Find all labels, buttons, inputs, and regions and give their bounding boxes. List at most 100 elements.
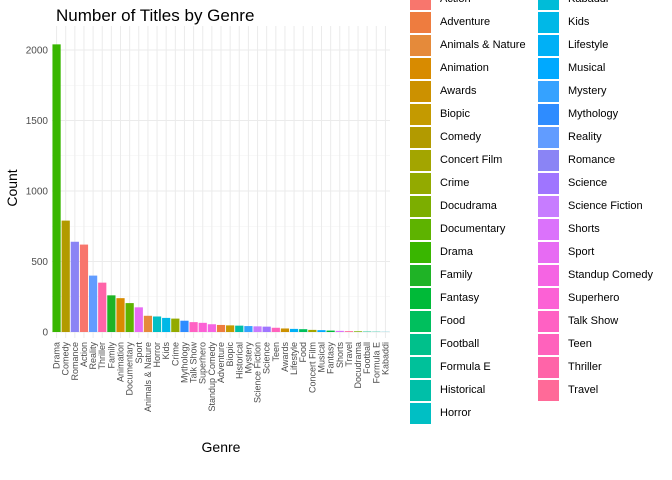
x-tick-label: Biopic bbox=[225, 342, 235, 367]
legend-item: Mystery bbox=[538, 80, 607, 102]
bar bbox=[171, 318, 180, 332]
legend-swatch bbox=[538, 287, 559, 309]
legend-item: Fantasy bbox=[410, 287, 480, 309]
legend-item: Biopic bbox=[410, 103, 470, 125]
bar bbox=[189, 322, 198, 332]
chart-title: Number of Titles by Genre bbox=[56, 6, 254, 25]
x-tick-label: Action bbox=[79, 342, 89, 367]
legend-label: Family bbox=[440, 269, 473, 281]
legend-swatch bbox=[410, 0, 431, 10]
legend-swatch bbox=[410, 57, 431, 79]
legend-label: Sport bbox=[568, 246, 595, 258]
x-tick-label: Drama bbox=[52, 342, 62, 369]
x-tick-label: Football bbox=[362, 342, 372, 374]
legend-swatch bbox=[410, 379, 431, 401]
legend-label: Animation bbox=[440, 62, 489, 74]
bar bbox=[262, 326, 271, 332]
legend-label: Action bbox=[440, 0, 471, 5]
x-tick-label: Science bbox=[262, 342, 272, 374]
legend-item: Action bbox=[410, 0, 471, 10]
legend-label: Drama bbox=[440, 246, 474, 258]
legend-label: Standup Comedy bbox=[568, 269, 653, 281]
legend-swatch bbox=[538, 379, 559, 401]
bar bbox=[289, 328, 299, 332]
legend-swatch bbox=[410, 103, 431, 125]
legend: Action Adventure Animals & Nature Animation… bbox=[408, 0, 672, 480]
legend-swatch bbox=[410, 126, 431, 148]
legend-item: Standup Comedy bbox=[538, 264, 653, 286]
x-tick-label: Shorts bbox=[335, 342, 345, 369]
legend-item: Reality bbox=[538, 126, 602, 148]
x-tick-label: Family bbox=[106, 342, 116, 369]
bar bbox=[344, 331, 354, 332]
x-tick-label: Horror bbox=[152, 342, 162, 368]
x-axis-label: Genre bbox=[202, 439, 241, 455]
legend-item: Science bbox=[538, 172, 607, 194]
legend-item: Animation bbox=[410, 57, 489, 79]
legend-label: Lifestyle bbox=[568, 39, 609, 51]
legend-swatch bbox=[538, 80, 559, 102]
legend-swatch bbox=[410, 195, 431, 217]
legend-item: Lifestyle bbox=[538, 34, 609, 56]
y-tick-label: 0 bbox=[42, 328, 48, 339]
x-tick-label: Superhero bbox=[198, 342, 208, 384]
x-tick-label: Animals & Nature bbox=[143, 342, 153, 412]
bar bbox=[216, 324, 226, 332]
legend-swatch bbox=[538, 356, 559, 378]
bar bbox=[308, 329, 317, 332]
legend-label: Teen bbox=[568, 338, 592, 350]
y-tick-label: 2000 bbox=[26, 46, 49, 57]
legend-label: Adventure bbox=[440, 16, 491, 28]
x-axis-ticks: Drama Comedy Romance Action Reality Thriller F… bbox=[52, 342, 391, 413]
legend-swatch bbox=[410, 333, 431, 355]
x-tick-label: Mythology bbox=[179, 342, 189, 384]
legend-swatch bbox=[538, 218, 559, 240]
legend-item: Concert Film bbox=[410, 149, 502, 171]
x-tick-label: Docudrama bbox=[353, 342, 363, 389]
legend-item: Comedy bbox=[410, 126, 481, 148]
legend-label: Animals & Nature bbox=[440, 39, 526, 51]
legend-swatch bbox=[410, 310, 431, 332]
bar bbox=[125, 303, 134, 332]
legend-label: Mystery bbox=[568, 85, 607, 97]
legend-label: Kabaddi bbox=[568, 0, 608, 5]
x-tick-label: Kids bbox=[161, 342, 171, 360]
legend-label: Comedy bbox=[440, 131, 481, 143]
legend-item: Mythology bbox=[538, 103, 618, 125]
bar bbox=[98, 282, 107, 332]
bar bbox=[107, 295, 116, 332]
bar bbox=[162, 317, 171, 332]
legend-item: Formula E bbox=[410, 356, 491, 378]
legend-item: Food bbox=[410, 310, 465, 332]
x-tick-label: Sport bbox=[134, 342, 144, 364]
legend-item: Kabaddi bbox=[538, 0, 608, 10]
x-tick-label: Documentary bbox=[125, 342, 135, 396]
legend-swatch bbox=[538, 57, 559, 79]
legend-item: Talk Show bbox=[538, 310, 618, 332]
legend-label: Historical bbox=[440, 384, 486, 396]
bar bbox=[52, 44, 61, 333]
legend-swatch bbox=[538, 11, 559, 33]
x-tick-label: Food bbox=[298, 342, 308, 363]
bar bbox=[198, 322, 207, 332]
legend-swatch bbox=[538, 241, 559, 263]
legend-label: Kids bbox=[568, 16, 590, 28]
legend-label: Musical bbox=[568, 62, 606, 74]
legend-swatch bbox=[538, 126, 559, 148]
legend-swatch bbox=[538, 310, 559, 332]
legend-swatch bbox=[410, 287, 431, 309]
legend-item: Docudrama bbox=[410, 195, 497, 217]
bar bbox=[353, 331, 363, 332]
legend-label: Travel bbox=[568, 384, 599, 396]
y-axis-ticks: 0 500 1000 1500 2000 bbox=[26, 46, 49, 339]
y-tick-label: 500 bbox=[31, 257, 48, 268]
x-tick-label: Travel bbox=[344, 342, 354, 367]
x-tick-label: Adventure bbox=[216, 342, 226, 383]
legend-label: Fantasy bbox=[440, 292, 480, 304]
y-tick-label: 1000 bbox=[26, 187, 49, 198]
x-tick-label: Animation bbox=[116, 342, 126, 382]
legend-item: Historical bbox=[410, 379, 486, 401]
legend-label: Documentary bbox=[440, 223, 506, 235]
bars bbox=[52, 44, 390, 333]
y-axis-label: Count bbox=[4, 169, 20, 206]
